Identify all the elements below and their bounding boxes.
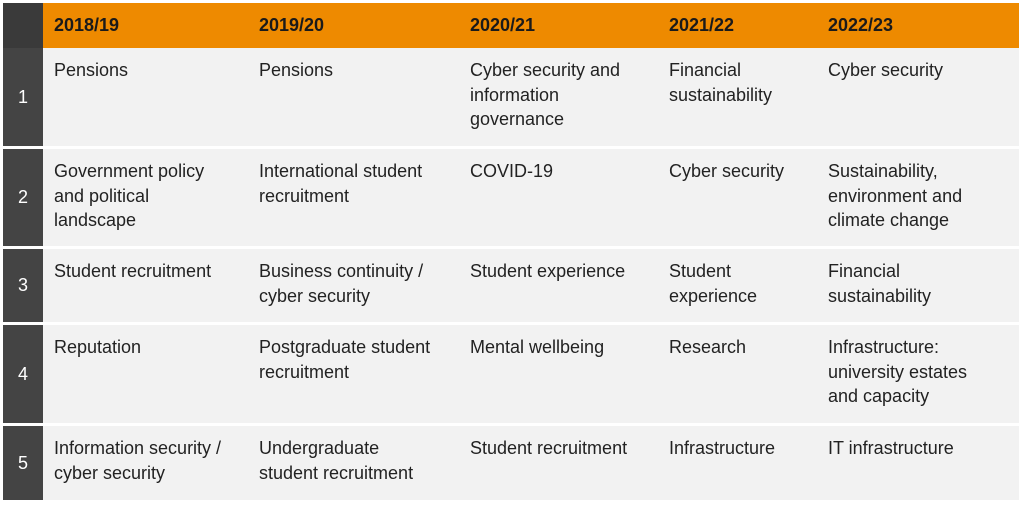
table-cell: Research — [669, 337, 747, 357]
row-divider — [3, 423, 1019, 426]
table-row-1: 1 Pensions Pensions Cyber security and i… — [3, 48, 1019, 146]
table-row-4: 4 Reputation Postgraduate student recrui… — [3, 325, 1019, 423]
rank-cell: 1 — [3, 48, 43, 146]
table-cell: Student experience — [470, 261, 626, 281]
rank-cell: 4 — [3, 325, 43, 423]
table-cell: Cyber security — [828, 60, 944, 80]
row-background — [43, 48, 1019, 146]
table-cell: Student recruitment — [470, 438, 628, 458]
table-cell: Infrastructure: university estates and c… — [828, 337, 968, 406]
rank-cell: 5 — [3, 426, 43, 500]
table-cell: Reputation — [54, 337, 142, 357]
rank-cell: 3 — [3, 249, 43, 322]
table-header-row: 2018/19 2019/20 2020/21 2021/22 2022/23 — [3, 3, 1019, 48]
table-cell: Undergraduate student recruitment — [259, 438, 414, 483]
header-year-2020-21: 2020/21 — [470, 15, 536, 35]
header-year-2022-23: 2022/23 — [828, 15, 894, 35]
table-row-5: 5 Information security / cyber security … — [3, 426, 1019, 500]
table-cell: COVID-19 — [470, 161, 554, 181]
table-cell: Cyber security — [669, 161, 785, 181]
table-cell: Cyber security and information governanc… — [470, 60, 621, 129]
row-background — [43, 149, 1019, 246]
row-divider — [3, 246, 1019, 249]
table-row-3: 3 Student recruitment Business continuit… — [3, 249, 1019, 322]
risk-ranking-table: 2018/19 2019/20 2020/21 2021/22 2022/23 … — [3, 3, 1019, 500]
table-cell: Financial sustainability — [828, 261, 932, 306]
table-cell: Pensions — [259, 60, 334, 80]
table-cell: Government policy and political landscap… — [54, 161, 205, 230]
rank-cell: 2 — [3, 149, 43, 246]
table-cell: Pensions — [54, 60, 129, 80]
table-cell: Sustainability, environment and climate … — [828, 161, 963, 230]
table-cell: Financial sustainability — [669, 60, 773, 105]
row-divider — [3, 322, 1019, 325]
table-cell: International student recruitment — [259, 161, 423, 206]
header-band — [43, 3, 1019, 48]
table-cell: Student experience — [669, 261, 758, 306]
table-cell: Infrastructure — [669, 438, 776, 458]
header-rank-cell — [3, 3, 43, 48]
row-divider — [3, 146, 1019, 149]
header-year-2019-20: 2019/20 — [259, 15, 325, 35]
header-year-2018-19: 2018/19 — [54, 15, 120, 35]
table-cell: IT infrastructure — [828, 438, 954, 458]
table-cell: Information security / cyber security — [54, 438, 222, 483]
header-year-2021-22: 2021/22 — [669, 15, 735, 35]
table-cell: Business continuity / cyber security — [259, 261, 424, 306]
row-background — [43, 426, 1019, 500]
table-cell: Mental wellbeing — [470, 337, 605, 357]
row-background — [43, 325, 1019, 423]
row-background — [43, 249, 1019, 322]
table-row-2: 2 Government policy and political landsc… — [3, 149, 1019, 246]
table-cell: Postgraduate student recruitment — [259, 337, 431, 382]
table-cell: Student recruitment — [54, 261, 212, 281]
